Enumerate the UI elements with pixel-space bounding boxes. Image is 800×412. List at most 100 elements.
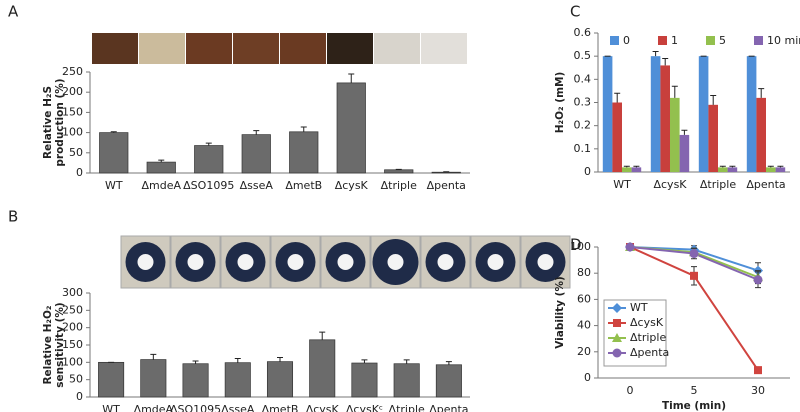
colony-photo [280,33,326,64]
error-bar [253,130,260,135]
error-bar [633,165,640,168]
panel-letter: C [570,3,580,21]
bar [756,97,766,172]
bar [98,361,125,398]
error-bar [729,165,736,168]
legend-label: ΔcysK [630,316,664,329]
x-tick-label: ΔcysK [653,178,687,191]
x-tick-label: Δtriple [700,178,736,191]
bar [224,362,251,398]
x-tick-label: ΔmetB [262,403,299,412]
colony-photo [92,33,138,64]
error-bar [110,131,117,133]
bar [612,102,622,172]
y-tick-label: 0.2 [574,119,592,132]
legend-swatch [754,36,763,45]
marker [690,271,698,280]
error-bar [710,95,717,105]
error-bar [277,356,283,362]
bar [435,364,462,398]
x-tick-label: Δtriple [389,403,425,412]
x-tick-label: 30 [751,384,765,397]
legend-swatch [706,36,715,45]
y-axis-label: H₂O₂ (mM) [554,72,566,134]
paper-disc [437,254,454,270]
marker [754,366,762,375]
bar [660,65,670,172]
bar [99,132,129,174]
bar [650,56,661,172]
error-bar [719,165,726,168]
paper-disc [287,254,304,270]
error-bar [681,129,688,135]
error-bar [623,165,630,168]
y-axis-label: sensitivity (%) [54,302,66,387]
bar [775,167,786,172]
error-bar [652,51,659,57]
marker [613,319,621,327]
marker [625,242,635,252]
y-tick-label: 150 [62,105,83,118]
y-axis-label: Viability (%) [554,276,566,349]
x-tick-label: WT [102,403,120,412]
x-tick-label: WT [105,179,123,192]
y-axis-label: Relative H₂S [42,86,54,159]
bar [309,339,336,398]
y-tick-label: 150 [62,338,83,351]
x-tick-label: ΔSO1095 [183,179,234,192]
y-tick-label: 100 [570,240,591,253]
paper-disc [187,254,204,270]
panel-letter: B [8,208,18,226]
bar [708,104,718,172]
y-tick-label: 80 [577,266,591,279]
colony-photo [233,33,279,64]
x-axis-label: Time (min) [662,400,726,412]
y-tick-label: 50 [69,146,83,159]
bar [393,363,420,398]
error-bar [767,165,774,168]
y-tick-label: 0.4 [574,72,592,85]
bar [431,171,461,174]
bar [622,167,632,172]
legend-swatch [610,36,619,45]
panel-letter: D [570,236,582,254]
y-tick-label: 100 [62,126,83,139]
x-tick-label: Δtriple [381,179,417,192]
colony-photo [327,33,373,64]
panel-letter: A [8,3,19,21]
bar [670,97,680,172]
x-tick-label: Δpenta [746,178,785,191]
legend-label: WT [630,301,648,314]
legend-label: Δpenta [630,346,669,359]
bar [766,167,776,172]
bar [289,131,319,174]
legend-label: 1 [671,34,678,47]
bar [698,56,709,172]
legend-label: Δtriple [630,331,666,344]
paper-disc [537,254,554,270]
error-bar [234,358,241,363]
error-bar [150,353,157,360]
error-bar [662,57,669,66]
x-tick-label: Δpenta [427,179,466,192]
y-axis-label: production (%) [54,78,66,166]
colony-photo [374,33,420,64]
y-tick-label: 200 [62,85,83,98]
y-tick-label: 0 [76,390,83,403]
x-tick-label: ΔSO1095 [170,403,221,412]
bar [266,361,294,398]
bar [140,359,167,398]
paper-disc [137,254,154,270]
bar [336,82,366,174]
y-tick-label: 0 [584,165,591,178]
y-tick-label: 0.1 [574,142,592,155]
bar [182,363,209,398]
paper-disc [387,254,404,270]
legend-swatch [658,36,667,45]
legend-label: 0 [623,34,630,47]
y-tick-label: 0 [76,166,83,179]
x-tick-label: WT [613,178,631,191]
error-bar [403,359,410,364]
y-tick-label: 300 [62,286,83,299]
